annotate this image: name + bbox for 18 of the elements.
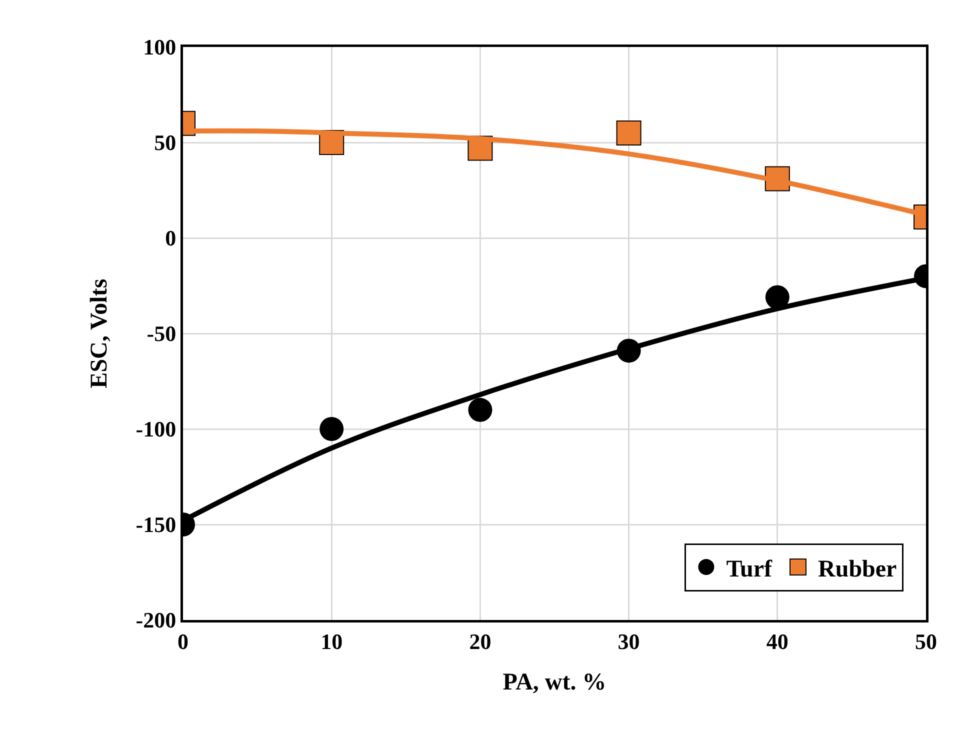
y-tick-label: -100 [136, 416, 176, 442]
legend-label: Turf [726, 556, 774, 582]
x-tick-label: 30 [618, 628, 640, 654]
x-tick-label: 10 [320, 628, 343, 654]
x-axis-title: PA, wt. % [502, 669, 606, 696]
legend-label: Rubber [818, 556, 898, 582]
x-tick-label: 50 [915, 628, 937, 654]
point [616, 120, 642, 146]
x-tick-label: 40 [766, 628, 788, 654]
y-tick-label: 100 [143, 34, 176, 60]
y-tick-label: -200 [136, 608, 176, 633]
point [468, 398, 492, 422]
y-axis-title: ESC, Volts [86, 278, 113, 388]
y-tick-label: -150 [136, 512, 176, 538]
y-tick-label: 0 [165, 226, 176, 251]
y-tick-label: -50 [146, 321, 176, 346]
y-tick-label: 50 [154, 130, 176, 156]
x-tick-label: 20 [469, 628, 492, 654]
